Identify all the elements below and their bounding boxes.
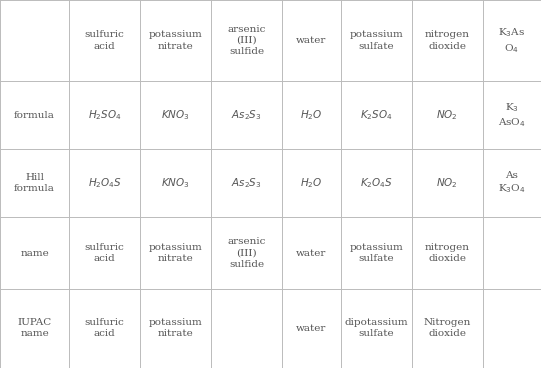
Text: $H_2O_4S$: $H_2O_4S$ [88,176,122,190]
Text: sulfuric
acid: sulfuric acid [85,243,124,263]
Text: name: name [20,248,49,258]
Text: As
K$_3$O$_4$: As K$_3$O$_4$ [498,171,526,195]
Text: potassium
sulfate: potassium sulfate [349,243,403,263]
Text: formula: formula [14,110,55,120]
Text: $NO_2$: $NO_2$ [437,108,458,122]
Text: arsenic
(III)
sulfide: arsenic (III) sulfide [227,237,266,269]
Text: K$_3$
AsO$_4$: K$_3$ AsO$_4$ [498,101,526,129]
Text: water: water [296,324,327,333]
Text: $H_2SO_4$: $H_2SO_4$ [88,108,121,122]
Text: potassium
sulfate: potassium sulfate [349,31,403,50]
Text: Hill
formula: Hill formula [14,173,55,193]
Text: sulfuric
acid: sulfuric acid [85,318,124,339]
Text: nitrogen
dioxide: nitrogen dioxide [425,31,470,50]
Text: potassium
nitrate: potassium nitrate [149,243,202,263]
Text: IUPAC
name: IUPAC name [17,318,52,339]
Text: arsenic
(III)
sulfide: arsenic (III) sulfide [227,25,266,56]
Text: potassium
nitrate: potassium nitrate [149,31,202,50]
Text: $H_2O$: $H_2O$ [300,108,322,122]
Text: sulfuric
acid: sulfuric acid [85,31,124,50]
Text: $H_2O$: $H_2O$ [300,176,322,190]
Text: nitrogen
dioxide: nitrogen dioxide [425,243,470,263]
Text: water: water [296,248,327,258]
Text: $K_2SO_4$: $K_2SO_4$ [360,108,393,122]
Text: $K_2O_4S$: $K_2O_4S$ [360,176,393,190]
Text: Nitrogen
dioxide: Nitrogen dioxide [424,318,471,339]
Text: potassium
nitrate: potassium nitrate [149,318,202,339]
Text: $As_2S_3$: $As_2S_3$ [231,108,262,122]
Text: K$_3$As
O$_4$: K$_3$As O$_4$ [498,26,525,54]
Text: $KNO_3$: $KNO_3$ [161,176,190,190]
Text: $KNO_3$: $KNO_3$ [161,108,190,122]
Text: $As_2S_3$: $As_2S_3$ [231,176,262,190]
Text: dipotassium
sulfate: dipotassium sulfate [345,318,408,339]
Text: $NO_2$: $NO_2$ [437,176,458,190]
Text: water: water [296,36,327,45]
